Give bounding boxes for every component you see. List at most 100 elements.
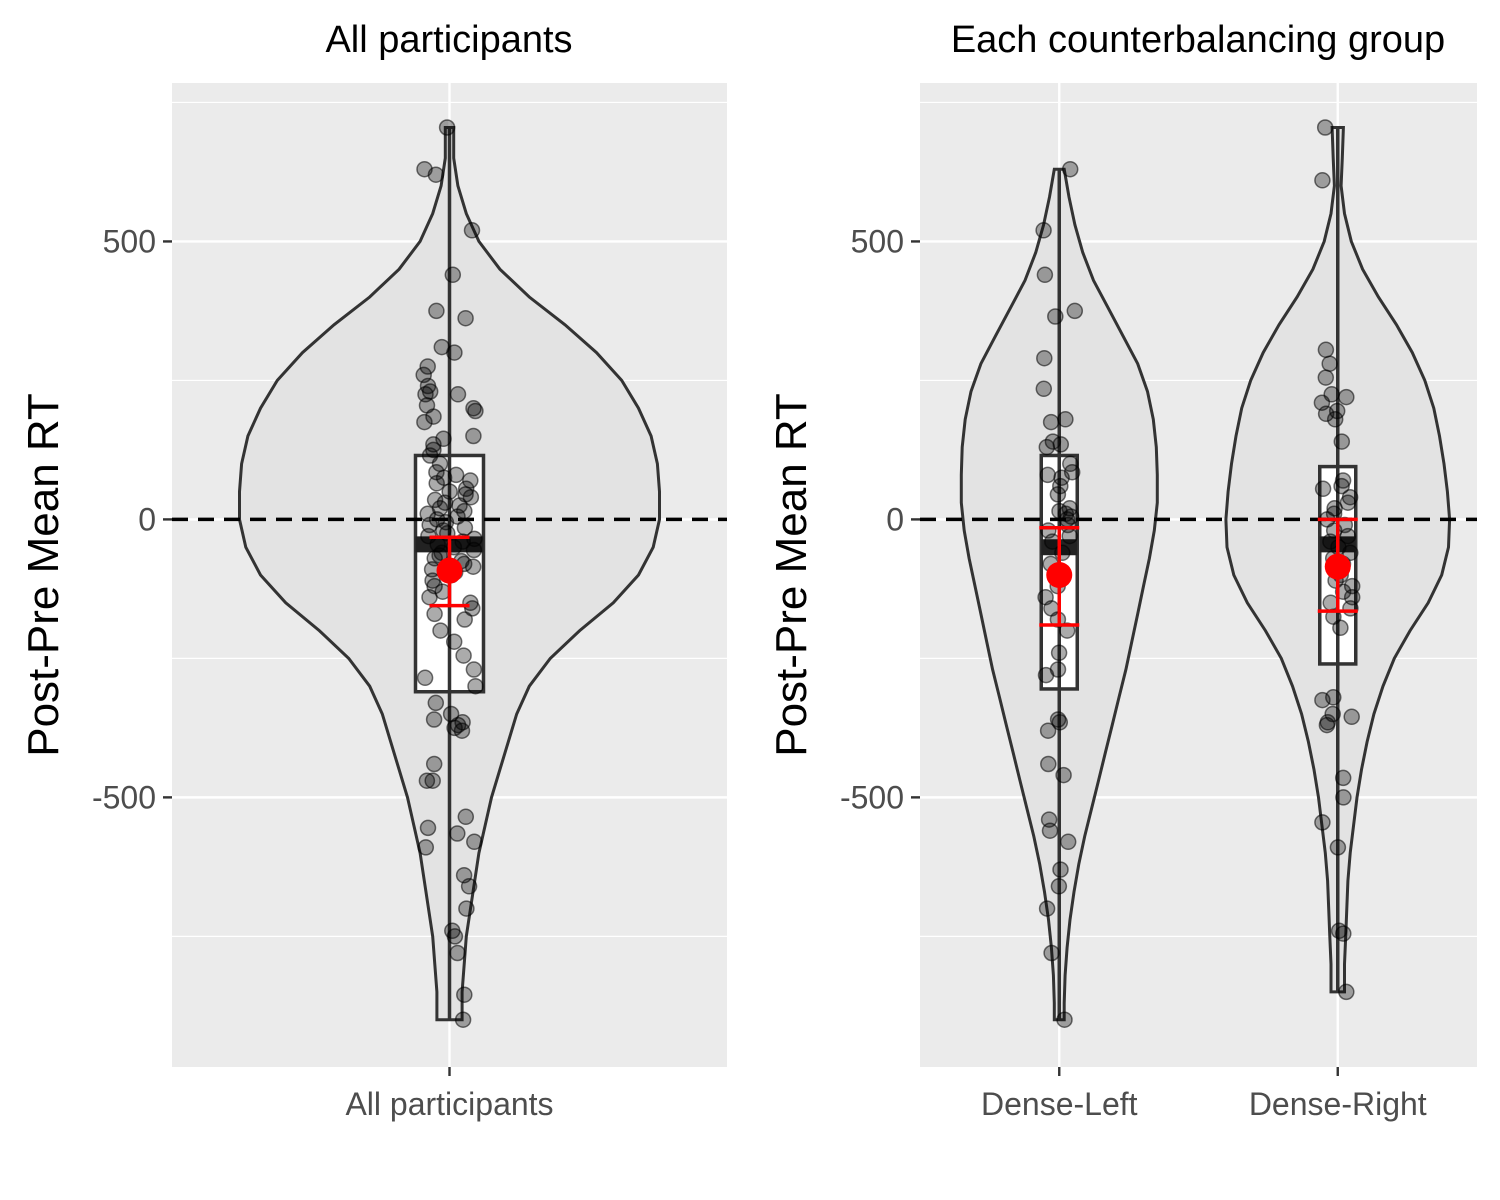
y-tick-label: 0 [138, 501, 156, 537]
data-point [1038, 900, 1056, 917]
data-point [1318, 716, 1336, 734]
data-point [449, 944, 466, 962]
data-point [1040, 755, 1057, 773]
data-point [419, 358, 436, 375]
data-point [1051, 714, 1069, 731]
data-point [1066, 302, 1084, 320]
data-point [1333, 477, 1350, 495]
data-point [1314, 691, 1331, 709]
data-point [1056, 1011, 1073, 1028]
data-point [1043, 944, 1060, 962]
mean-point-all-participants [436, 557, 463, 584]
data-point [1317, 369, 1335, 386]
data-point [457, 309, 474, 327]
data-point [453, 722, 471, 739]
data-point [467, 677, 484, 695]
y-tick-label: 500 [851, 223, 904, 259]
data-point [463, 222, 481, 239]
data-point [1321, 355, 1338, 372]
data-point [460, 878, 478, 895]
data-point [446, 344, 463, 361]
data-point [1314, 480, 1332, 498]
data-point [1342, 600, 1359, 617]
data-point [417, 839, 435, 856]
data-point [1036, 349, 1053, 367]
data-point [1039, 466, 1056, 484]
data-point [1343, 577, 1361, 595]
data-point [444, 266, 462, 284]
x-tick-label-dense-left: Dense-Left [981, 1086, 1138, 1122]
y-axis-title: Post-Pre Mean RT [19, 393, 68, 757]
data-point [418, 772, 436, 789]
data-point [449, 386, 467, 403]
data-point [1326, 411, 1344, 428]
data-point [467, 402, 484, 420]
y-tick-label: -500 [92, 779, 156, 815]
data-point [1338, 388, 1355, 406]
x-tick-label-all-participants: All participants [345, 1086, 553, 1122]
x-tick-label-dense-right: Dense-Right [1249, 1086, 1427, 1122]
data-point [1052, 436, 1070, 453]
data-point [465, 541, 483, 559]
data-point [1343, 708, 1360, 726]
data-point [456, 611, 473, 628]
data-point [416, 413, 433, 431]
data-point [1316, 119, 1334, 136]
panel-counterbalancing-groups: -500 0 500 Dense-Left Dense-Right Each counte… [767, 19, 1477, 1122]
data-point [1052, 861, 1069, 878]
data-point [462, 488, 480, 506]
data-point [1047, 308, 1064, 325]
data-point [1335, 925, 1352, 942]
data-point [1317, 341, 1335, 359]
data-point [465, 661, 483, 678]
data-point [465, 427, 482, 445]
panel-title: Each counterbalancing group [951, 19, 1445, 61]
data-point [446, 928, 464, 945]
data-point [1036, 266, 1054, 284]
mean-point-dense-left [1046, 562, 1073, 588]
data-point [1057, 411, 1074, 428]
data-point [1049, 486, 1067, 503]
data-point [458, 900, 475, 917]
data-point [1333, 433, 1351, 450]
data-point [424, 772, 441, 789]
data-point [1314, 814, 1331, 831]
data-point [1335, 789, 1352, 806]
data-point [426, 491, 444, 509]
data-point [457, 808, 475, 826]
data-point [1038, 438, 1056, 456]
data-point [425, 408, 442, 425]
data-point [438, 119, 456, 136]
data-point [1332, 619, 1349, 637]
data-point [1035, 222, 1052, 239]
panel-title: All participants [325, 19, 572, 61]
data-point [425, 755, 443, 773]
data-point [457, 480, 475, 498]
data-point [1061, 160, 1079, 178]
data-point [447, 466, 465, 484]
y-tick-label: 500 [103, 223, 156, 259]
data-point [428, 302, 445, 320]
data-point [428, 475, 445, 492]
data-point [1041, 822, 1059, 839]
data-point [1035, 380, 1053, 398]
y-axis-title: Post-Pre Mean RT [767, 393, 816, 757]
data-point [1322, 594, 1339, 612]
y-tick-label: -500 [840, 779, 904, 815]
data-point [426, 605, 443, 623]
data-point [1317, 405, 1335, 423]
data-point [1314, 172, 1331, 189]
data-point [454, 1011, 472, 1028]
data-point [416, 669, 434, 687]
data-point [1329, 839, 1347, 856]
data-point [466, 833, 483, 851]
data-point [1058, 622, 1076, 639]
data-point [1338, 983, 1355, 1001]
data-point [1050, 644, 1068, 662]
data-point [432, 622, 449, 639]
data-point [427, 166, 445, 183]
data-point [427, 694, 445, 712]
data-point [455, 647, 472, 664]
data-point [1039, 722, 1057, 739]
